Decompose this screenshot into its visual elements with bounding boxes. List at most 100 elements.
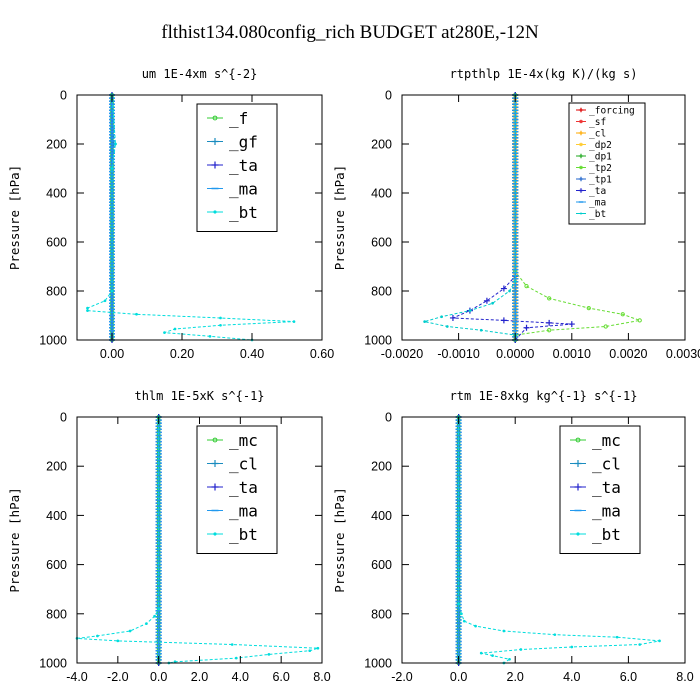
legend-label: _bt — [589, 209, 606, 220]
data-point — [491, 654, 494, 657]
data-point — [547, 296, 552, 301]
data-point — [553, 633, 557, 637]
y-tick-label: 400 — [371, 509, 392, 523]
series-markers — [457, 415, 661, 665]
legend-label: _ta — [592, 478, 621, 497]
series-line — [76, 417, 319, 664]
x-tick-label: 2.0 — [191, 670, 208, 684]
data-point — [110, 289, 114, 293]
y-tick-label: 0 — [60, 411, 67, 425]
y-tick-label: 200 — [371, 460, 392, 474]
data-point — [135, 312, 138, 316]
data-point — [219, 316, 222, 320]
x-tick-label: 0.0010 — [553, 347, 591, 361]
x-tick-label: 0.0000 — [496, 347, 534, 361]
y-tick-label: 600 — [46, 558, 67, 572]
legend-swatch-marker — [579, 165, 583, 170]
x-tick-label: -0.0010 — [437, 347, 479, 361]
panel-1: um 1E-4xm s^{-2} 0.00 0.20 0.40 0.60 0 200 400 6… — [7, 67, 334, 361]
data-point — [208, 334, 212, 338]
legend-box — [559, 425, 641, 554]
y-tick-label: 1000 — [364, 334, 392, 348]
data-point — [586, 306, 591, 311]
x-tick-label: 0.0020 — [609, 347, 647, 361]
data-point — [547, 328, 552, 333]
y-axis-label: Pressure [hPa] — [7, 487, 22, 592]
legend-swatch-marker — [211, 483, 219, 491]
panel-title: rtm 1E-8xkg kg^{-1} s^{-1} — [450, 389, 638, 403]
data-point — [267, 653, 271, 656]
y-tick-label: 800 — [371, 285, 392, 299]
plot-frame — [401, 94, 686, 341]
x-tick-label: 0.20 — [170, 347, 194, 361]
data-point — [234, 656, 238, 660]
data-point — [637, 318, 642, 323]
legend-label: _ta — [589, 186, 606, 197]
y-tick-label: 600 — [371, 236, 392, 250]
y-axis-label: Pressure [hPa] — [332, 165, 347, 270]
data-point — [502, 629, 506, 633]
y-tick-label: 400 — [371, 187, 392, 201]
data-point — [483, 297, 490, 304]
series-line — [458, 417, 660, 664]
x-tick-label: 8.0 — [313, 670, 330, 684]
y-tick-label: 800 — [371, 607, 392, 621]
data-point — [308, 649, 312, 653]
data-point — [468, 309, 472, 312]
y-axis-label: Pressure [hPa] — [7, 165, 22, 270]
legend-label: _bt — [229, 525, 258, 544]
x-tick-label: 0.40 — [240, 347, 264, 361]
legend-label: _dp1 — [589, 152, 612, 163]
data-point — [491, 301, 494, 305]
legend: _mc _cl _ta _ma _bt — [196, 425, 278, 554]
legend-label: _cl — [589, 129, 606, 140]
legend-box — [196, 425, 278, 554]
y-tick-label: 1000 — [39, 334, 67, 348]
data-point — [145, 622, 148, 625]
y-tick-label: 600 — [46, 236, 67, 250]
legend-swatch-marker — [576, 532, 580, 536]
data-point — [620, 312, 625, 317]
legend-swatch-marker — [212, 115, 218, 121]
x-tick-label: 4.0 — [563, 670, 580, 684]
data-point — [638, 643, 642, 646]
data-point — [570, 645, 574, 649]
data-point — [116, 639, 120, 643]
data-point — [110, 167, 114, 170]
legend-swatch-marker — [213, 210, 217, 214]
legend-label: _ta — [229, 156, 258, 175]
panel-4: rtm 1E-8xkg kg^{-1} s^{-1} -2.0 0.0 2.0 4.0 6… — [332, 389, 694, 684]
legend-swatch-marker — [213, 532, 217, 536]
data-point — [568, 321, 575, 328]
data-point — [163, 331, 166, 334]
y-tick-label: 0 — [60, 89, 67, 103]
series-markers — [455, 416, 462, 664]
data-point — [153, 614, 156, 618]
data-point — [500, 285, 507, 292]
legend-label: _cl — [592, 455, 621, 474]
data-point — [462, 619, 466, 623]
legend-swatch-marker — [578, 176, 584, 182]
legend-swatch-marker — [574, 460, 582, 467]
data-point — [524, 283, 529, 289]
data-point — [96, 634, 99, 638]
x-tick-label: -2.0 — [391, 670, 413, 684]
x-tick-label: 0.0 — [150, 670, 167, 684]
x-tick-label: -0.0020 — [381, 347, 423, 361]
y-tick-label: 1000 — [364, 657, 392, 671]
legend-label: _sf — [589, 117, 606, 128]
data-point — [479, 651, 483, 655]
legend-label: _bt — [229, 203, 258, 222]
data-point — [440, 315, 443, 319]
data-point — [445, 325, 449, 328]
data-point — [519, 648, 523, 651]
x-tick-label: 8.0 — [676, 670, 693, 684]
data-point — [449, 314, 456, 321]
legend-swatch-marker — [579, 119, 583, 124]
legend-label: _f — [229, 109, 248, 128]
x-tick-label: 6.0 — [620, 670, 637, 684]
data-point — [103, 299, 107, 303]
data-point — [316, 646, 320, 650]
data-point — [230, 643, 234, 646]
